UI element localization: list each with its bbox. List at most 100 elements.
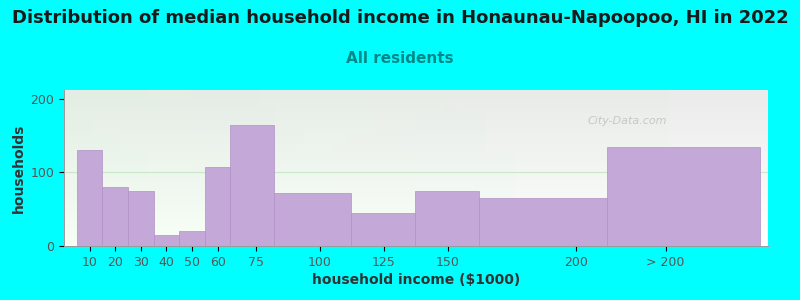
Bar — [64, 223, 768, 224]
Bar — [613, 90, 627, 246]
Bar — [64, 244, 768, 246]
Bar — [64, 243, 768, 244]
Bar — [64, 106, 768, 107]
Bar — [64, 207, 768, 208]
Bar — [64, 184, 768, 185]
Bar — [64, 143, 768, 145]
Bar — [64, 148, 768, 149]
Bar — [64, 185, 768, 187]
Bar — [64, 163, 768, 165]
Bar — [64, 121, 768, 123]
Bar — [64, 128, 768, 129]
Bar — [64, 227, 768, 229]
Bar — [120, 90, 134, 246]
Bar — [149, 90, 162, 246]
Bar — [64, 130, 768, 132]
Bar — [106, 90, 120, 246]
Bar — [64, 162, 768, 163]
Bar — [64, 96, 768, 98]
Bar — [64, 107, 768, 109]
Bar — [599, 90, 613, 246]
Bar — [64, 92, 768, 93]
Bar — [162, 90, 177, 246]
Bar — [64, 188, 768, 190]
Bar — [374, 90, 388, 246]
Bar — [64, 226, 768, 227]
Bar — [64, 240, 768, 241]
Bar — [416, 90, 430, 246]
Bar — [64, 169, 768, 171]
Bar — [64, 120, 768, 121]
Bar — [64, 230, 768, 232]
Bar — [78, 90, 92, 246]
Bar — [219, 90, 233, 246]
Bar — [64, 224, 768, 226]
Bar — [444, 90, 458, 246]
Bar — [346, 90, 360, 246]
Bar — [64, 237, 768, 238]
Bar — [740, 90, 754, 246]
Bar — [92, 90, 106, 246]
Bar — [529, 90, 542, 246]
Bar — [64, 233, 768, 235]
Bar — [274, 193, 350, 246]
Bar — [64, 167, 768, 168]
Bar — [64, 199, 768, 201]
Bar — [64, 229, 768, 230]
Bar — [64, 135, 768, 137]
Bar — [64, 126, 768, 128]
Bar — [712, 90, 726, 246]
Text: City-Data.com: City-Data.com — [587, 116, 667, 126]
Bar — [698, 90, 712, 246]
Bar — [606, 147, 760, 246]
Bar — [318, 90, 331, 246]
Bar — [64, 160, 768, 162]
Bar — [64, 109, 768, 110]
Bar — [77, 150, 102, 246]
Bar — [64, 194, 768, 196]
Y-axis label: households: households — [12, 123, 26, 213]
Bar — [64, 193, 768, 194]
Bar — [726, 90, 740, 246]
Bar — [64, 176, 768, 177]
Bar — [64, 187, 768, 188]
Bar — [64, 179, 768, 181]
Bar — [402, 90, 416, 246]
Bar — [64, 142, 768, 143]
Bar — [64, 132, 768, 134]
Bar — [64, 151, 768, 152]
Bar — [655, 90, 670, 246]
Bar — [64, 171, 768, 173]
Bar — [64, 216, 768, 218]
Bar — [275, 90, 290, 246]
Bar — [64, 112, 768, 113]
Bar — [64, 123, 768, 124]
Bar — [64, 103, 768, 104]
Bar — [64, 174, 768, 176]
Bar — [388, 90, 402, 246]
Bar — [571, 90, 585, 246]
Bar — [64, 241, 768, 243]
Bar — [585, 90, 599, 246]
Bar — [64, 182, 768, 184]
Bar — [64, 218, 768, 220]
Bar — [303, 90, 318, 246]
Bar — [557, 90, 571, 246]
Bar — [154, 235, 179, 246]
X-axis label: household income ($1000): household income ($1000) — [312, 273, 520, 287]
Bar — [205, 167, 230, 246]
Bar — [64, 149, 768, 151]
Bar — [64, 140, 768, 142]
Bar — [64, 206, 768, 207]
Bar — [64, 95, 768, 96]
Bar — [128, 191, 154, 246]
Bar — [486, 90, 501, 246]
Bar — [64, 99, 768, 101]
Bar — [430, 90, 444, 246]
Bar — [64, 208, 768, 210]
Bar — [179, 231, 205, 246]
Bar — [64, 215, 768, 216]
Bar — [360, 90, 374, 246]
Bar — [64, 124, 768, 126]
Text: Distribution of median household income in Honaunau-Napoopoo, HI in 2022: Distribution of median household income … — [12, 9, 788, 27]
